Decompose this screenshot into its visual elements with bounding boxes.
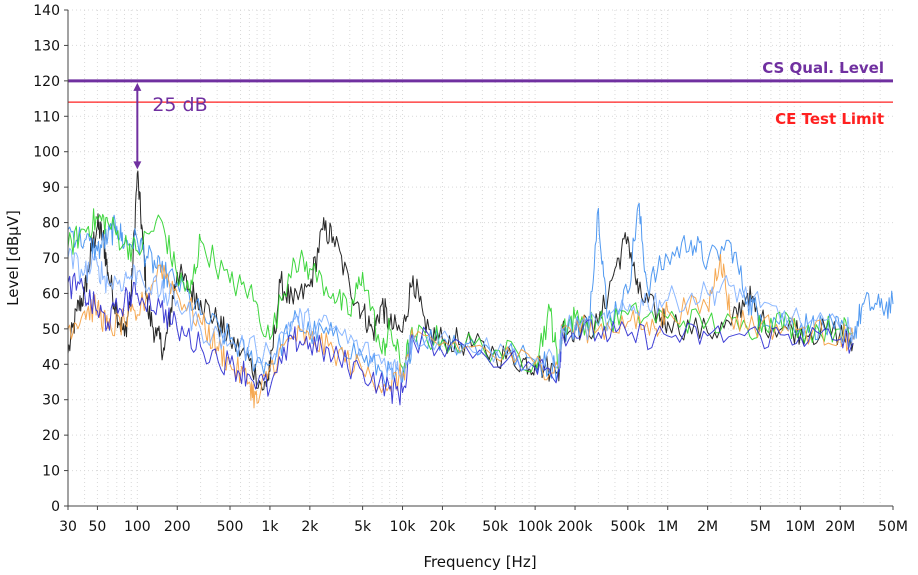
x-tick-label: 1k bbox=[261, 519, 279, 535]
x-tick-label: 20M bbox=[825, 519, 855, 535]
y-tick-label: 40 bbox=[42, 357, 60, 373]
y-tick-label: 70 bbox=[42, 251, 60, 267]
y-tick-label: 120 bbox=[33, 74, 60, 90]
cs-qual-level-label: CS Qual. Level bbox=[762, 59, 884, 77]
series-line-5 bbox=[67, 272, 854, 406]
y-tick-label: 50 bbox=[42, 322, 60, 338]
y-axis-title: Level [dBµV] bbox=[4, 210, 22, 306]
series-layer bbox=[67, 170, 894, 409]
x-tick-label: 200 bbox=[164, 519, 191, 535]
x-axis-title: Frequency [Hz] bbox=[423, 553, 536, 571]
x-tick-label: 10k bbox=[390, 519, 417, 535]
y-tick-label: 20 bbox=[42, 428, 60, 444]
y-tick-label: 0 bbox=[51, 499, 60, 515]
series-line-6 bbox=[67, 247, 854, 383]
x-tick-label: 2M bbox=[697, 519, 718, 535]
x-tick-label: 50 bbox=[89, 519, 107, 535]
ce-test-limit-label: CE Test Limit bbox=[775, 110, 884, 128]
annotation-layer: 25 dB bbox=[133, 82, 208, 170]
series-line-3 bbox=[67, 208, 854, 375]
x-tick-label: 10M bbox=[785, 519, 815, 535]
grid bbox=[68, 9, 893, 506]
y-tick-label: 130 bbox=[33, 38, 60, 54]
x-tick-label: 5M bbox=[750, 519, 771, 535]
x-tick-label: 100k bbox=[518, 519, 554, 535]
x-tick-label: 500 bbox=[217, 519, 244, 535]
difference-arrow-head-up bbox=[133, 82, 142, 91]
reference-lines: CS Qual. Level CE Test Limit bbox=[68, 59, 893, 128]
y-tick-label: 80 bbox=[42, 216, 60, 232]
y-tick-label: 140 bbox=[33, 3, 60, 19]
x-tick-label: 200k bbox=[558, 519, 594, 535]
y-tick-label: 60 bbox=[42, 286, 60, 302]
x-tick-label: 1M bbox=[657, 519, 678, 535]
difference-arrow-head-down bbox=[133, 161, 142, 170]
y-tick-label: 10 bbox=[42, 464, 60, 480]
y-tick-label: 110 bbox=[33, 109, 60, 125]
x-tick-label: 30 bbox=[59, 519, 77, 535]
x-tick-label: 500k bbox=[610, 519, 646, 535]
x-tick-label: 50M bbox=[878, 519, 908, 535]
y-tick-label: 90 bbox=[42, 180, 60, 196]
tick-labels: 0 10 20 30 40 50 60 70 80 90 100 110 120 130 140 30 50 10… bbox=[33, 3, 908, 535]
difference-annotation-label: 25 dB bbox=[152, 94, 207, 116]
x-tick-label: 100 bbox=[124, 519, 151, 535]
y-tick-label: 100 bbox=[33, 145, 60, 161]
y-tick-label: 30 bbox=[42, 393, 60, 409]
x-tick-label: 20k bbox=[429, 519, 456, 535]
x-tick-label: 50k bbox=[482, 519, 509, 535]
x-tick-label: 5k bbox=[354, 519, 372, 535]
x-tick-label: 2k bbox=[301, 519, 319, 535]
